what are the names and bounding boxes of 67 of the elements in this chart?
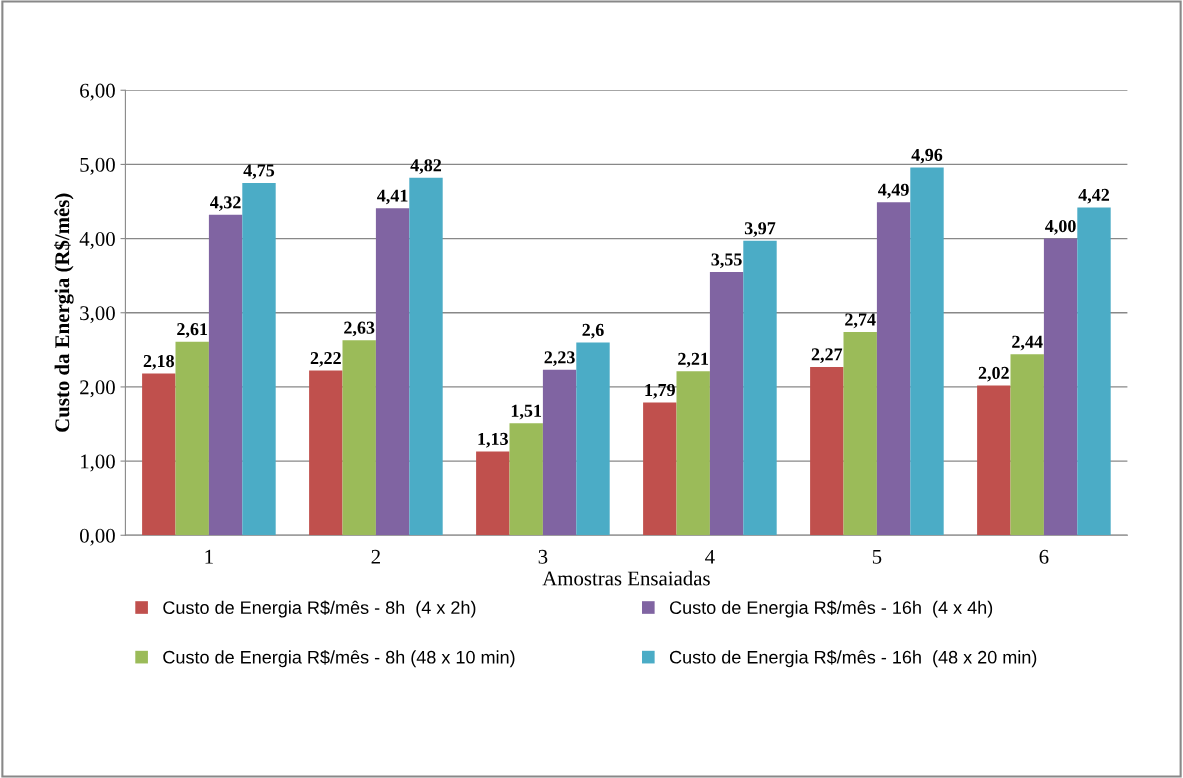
bar [1043, 238, 1078, 536]
bar [876, 202, 911, 536]
bar [977, 385, 1011, 536]
bar [843, 332, 877, 536]
y-tick-label: 2,00 [80, 380, 115, 398]
x-tick-label: 1 [205, 549, 213, 564]
legend-label: Custo de Energia R$/mês - 8h (48 x 10 min) [163, 650, 515, 668]
data-label: 3,55 [711, 253, 742, 269]
data-label: 2,18 [143, 354, 174, 370]
y-tick-label: 0,00 [80, 528, 115, 546]
legend-label: Custo de Energia R$/mês - 16h (4 x 4h) [669, 600, 993, 618]
bar [309, 370, 343, 536]
bar [208, 214, 243, 536]
x-tick-label: 5 [872, 549, 882, 564]
data-label: 4,49 [878, 183, 909, 199]
y-axis-title: Custo da Energia (R$/mês) [53, 193, 74, 432]
data-label: 4,82 [410, 159, 442, 174]
bar [676, 371, 710, 536]
data-label: 2,44 [1012, 335, 1043, 351]
y-tick-label: 3,00 [80, 306, 115, 324]
bar [643, 402, 677, 536]
bar [242, 182, 276, 536]
bar [743, 240, 777, 536]
data-label: 1,79 [645, 383, 675, 399]
bar [142, 373, 176, 536]
data-label: 4,96 [911, 148, 943, 164]
data-label: 4,41 [377, 189, 408, 205]
x-axis-title: Amostras Ensaiadas [542, 570, 710, 586]
data-label: 2,23 [544, 351, 575, 367]
y-tick-label: 5,00 [80, 157, 115, 175]
data-label: 1,13 [478, 432, 508, 448]
bar [810, 366, 844, 536]
legend-label: Custo de Energia R$/mês - 8h (4 x 2h) [163, 600, 476, 618]
bar [375, 208, 410, 536]
bar [342, 340, 376, 536]
legend-label: Custo de Energia R$/mês - 16h (48 x 20 min) [669, 650, 1037, 668]
data-label: 2,27 [811, 348, 843, 364]
data-label: 2,6 [582, 323, 604, 339]
data-label: 2,22 [310, 352, 341, 367]
bar [1077, 207, 1111, 536]
data-label: 4,42 [1078, 188, 1110, 204]
bar [476, 451, 510, 536]
bar [409, 177, 443, 536]
data-label: 1,51 [511, 404, 542, 420]
data-label: 4,75 [243, 164, 275, 180]
y-tick-label: 6,00 [80, 83, 115, 101]
data-label: 2,74 [845, 313, 876, 329]
data-label: 2,61 [177, 323, 208, 338]
x-tick-label: 4 [705, 549, 715, 564]
bar [576, 342, 610, 536]
data-label: 4,32 [210, 196, 241, 212]
data-label: 3,97 [744, 222, 776, 237]
data-label: 4,00 [1045, 219, 1076, 235]
bar [1010, 354, 1044, 536]
bar [910, 167, 944, 536]
x-tick-label: 3 [538, 549, 548, 564]
bar [709, 271, 744, 536]
bar [175, 341, 209, 536]
x-tick-label: 6 [1039, 549, 1049, 564]
data-label: 2,63 [344, 321, 375, 337]
y-tick-label: 4,00 [79, 231, 115, 250]
bar [509, 423, 543, 536]
x-tick-label: 2 [371, 549, 380, 564]
bar [542, 369, 577, 536]
data-label: 2,21 [678, 352, 709, 368]
data-label: 2,02 [978, 366, 1009, 382]
y-tick-label: 1,00 [81, 454, 115, 472]
